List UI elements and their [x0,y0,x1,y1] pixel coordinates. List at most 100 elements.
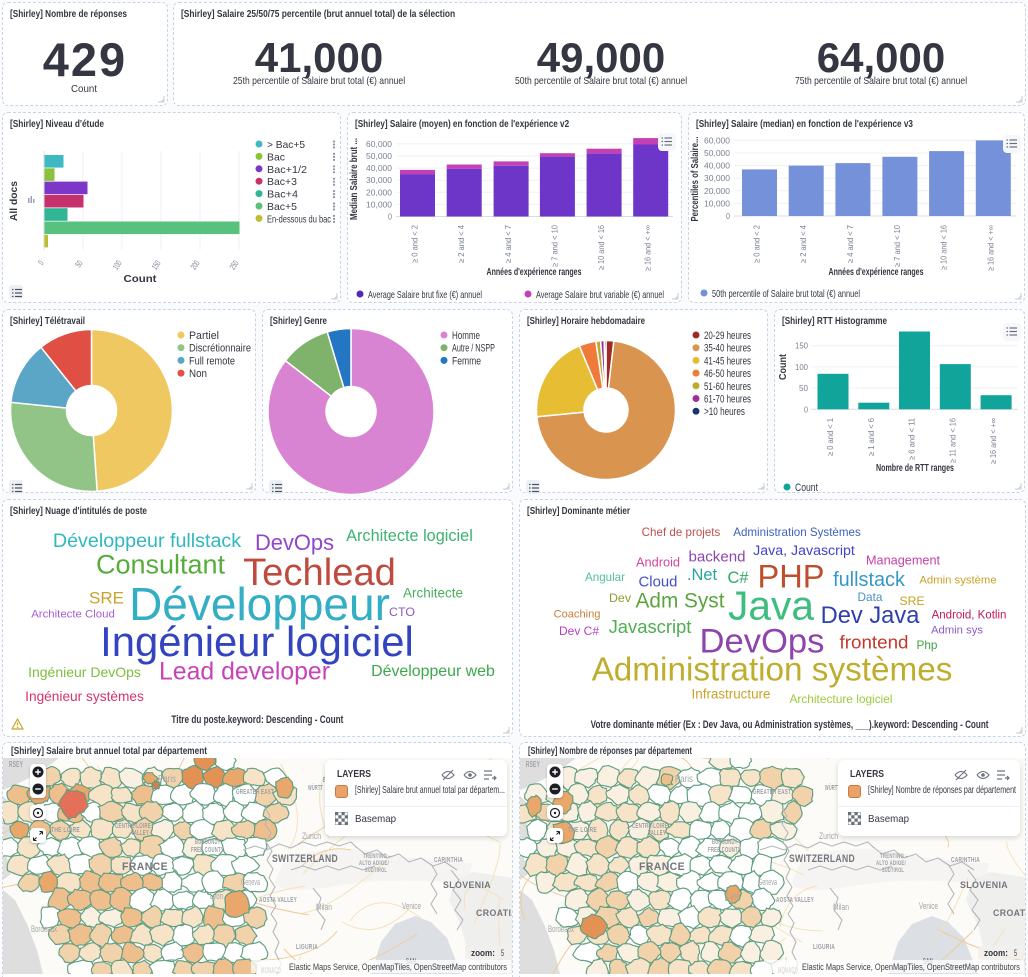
svg-text:FREE COUNTY: FREE COUNTY [708,847,741,854]
svg-text:AOSTA VALLEY: AOSTA VALLEY [259,895,297,904]
svg-text:≥ 4 and < 7: ≥ 4 and < 7 [503,225,513,263]
svg-text:50: 50 [73,258,85,269]
svg-text:≥ 7 and < 10: ≥ 7 and < 10 [549,225,559,267]
svg-text:VALLEY: VALLEY [648,830,666,837]
svg-text:>10 heures: >10 heures [704,406,745,418]
svg-text:≥ 6 and < 11: ≥ 6 and < 11 [907,418,917,460]
svg-text:20,000: 20,000 [704,186,730,196]
svg-text:61-70 heures: 61-70 heures [704,394,751,406]
svg-text:Basemap: Basemap [868,813,909,825]
svg-text:≥ 0 and < 1: ≥ 0 and < 1 [825,418,835,456]
svg-text:≥ 16 and < +∞: ≥ 16 and < +∞ [988,418,998,464]
svg-text:GREATER EAST: GREATER EAST [753,787,791,796]
svg-text:Milan: Milan [316,902,332,912]
svg-text:FRANCE: FRANCE [639,861,685,873]
svg-text:51-60 heures: 51-60 heures [704,381,751,393]
svg-text:Paris: Paris [158,774,176,785]
svg-text:Percentiles of Salaire...: Percentiles of Salaire... [689,136,701,221]
svg-text:SWITZERLAND: SWITZERLAND [272,853,338,865]
svg-text:≥ 1 and < 6: ≥ 1 and < 6 [866,418,876,456]
svg-text:0: 0 [36,258,46,266]
svg-text:≥ 0 and < 2: ≥ 0 and < 2 [752,225,762,263]
svg-text:SLOVENIA: SLOVENIA [443,880,491,891]
svg-text:LIGURIA: LIGURIA [296,942,318,951]
svg-text:[Shirley] Nombre de réponses p: [Shirley] Nombre de réponses par départe… [528,745,692,757]
svg-text:zoom:: zoom: [984,948,1008,958]
svg-text:Années d'expérience ranges: Années d'expérience ranges [487,266,582,278]
svg-text:≥ 10 and < 16: ≥ 10 and < 16 [596,225,606,270]
svg-text:10,000: 10,000 [704,198,730,208]
svg-text:TRENTINO –: TRENTINO – [363,853,391,860]
svg-text:5: 5 [1014,948,1017,958]
svg-text:SLOVENIA: SLOVENIA [960,880,1008,891]
svg-text:Zurich: Zurich [819,831,838,841]
svg-text:Count: Count [777,354,789,380]
svg-text:Paris: Paris [675,774,693,785]
svg-text:0: 0 [388,212,392,222]
svg-text:WÜRTT: WÜRTT [308,783,323,792]
svg-text:Average Salaire brut fixe (€): Average Salaire brut fixe (€) annuel [368,289,482,301]
svg-text:≥ 2 and < 4: ≥ 2 and < 4 [456,225,466,263]
svg-text:LAYERS: LAYERS [850,768,884,780]
svg-text:Elastic Maps Service, OpenMapT: Elastic Maps Service, OpenMapTiles, Open… [289,962,507,972]
svg-text:50: 50 [799,383,808,393]
svg-text:35-40 heures: 35-40 heures [704,343,751,355]
svg-text:ALTO ADIGE/: ALTO ADIGE/ [359,860,389,867]
svg-text:zoom:: zoom: [471,948,495,958]
svg-text:CENTRE-LOIRE: CENTRE-LOIRE [632,823,668,830]
svg-text:60,000: 60,000 [366,139,392,149]
svg-text:≥ 10 and < 16: ≥ 10 and < 16 [939,225,949,270]
svg-text:5: 5 [501,948,504,958]
svg-text:Années d'expérience ranges: Années d'expérience ranges [829,266,924,278]
svg-text:≥ 11 and < 16: ≥ 11 and < 16 [947,418,957,463]
svg-text:10,000: 10,000 [366,199,392,209]
svg-text:0: 0 [804,404,808,414]
svg-text:SÜDTIROL: SÜDTIROL [365,865,387,874]
svg-text:Autre / NSPP: Autre / NSPP [452,343,495,355]
svg-text:SWITZERLAND: SWITZERLAND [789,853,855,865]
svg-text:CENTRE-LOIRE: CENTRE-LOIRE [115,823,151,830]
svg-text:100: 100 [110,258,123,271]
svg-text:Elastic Maps Service, OpenMapT: Elastic Maps Service, OpenMapTiles, Open… [802,962,1020,972]
svg-text:AOSTA VALLEY: AOSTA VALLEY [776,895,814,904]
svg-text:FREE COUNTY: FREE COUNTY [191,847,224,854]
svg-text:Bac: Bac [267,151,285,163]
svg-text:TRENTINO –: TRENTINO – [880,853,908,860]
svg-text:All docs: All docs [8,181,20,221]
svg-text:20,000: 20,000 [366,187,392,197]
svg-text:Bac+3: Bac+3 [267,176,297,188]
svg-text:Milan: Milan [833,902,849,912]
svg-text:[Shirley] Nombre de réponses p: [Shirley] Nombre de réponses par départe… [868,784,1016,796]
svg-text:150: 150 [149,258,162,271]
svg-text:LAYERS: LAYERS [337,768,371,780]
svg-text:Discrétionnaire: Discrétionnaire [189,343,251,355]
svg-text:Nombre de RTT ranges: Nombre de RTT ranges [876,462,954,474]
svg-text:Lyon: Lyon [210,891,223,901]
svg-text:Femme: Femme [452,355,481,367]
svg-text:[Shirley] Salaire brut annuel: [Shirley] Salaire brut annuel total par … [355,784,505,796]
svg-text:CARINTHIA: CARINTHIA [434,855,463,864]
svg-text:Bordeaux: Bordeaux [31,924,57,934]
svg-text:THE LOIRE: THE LOIRE [568,825,597,834]
svg-text:Bordeaux: Bordeaux [548,924,574,934]
svg-text:RSEY: RSEY [9,760,23,769]
svg-text:Non: Non [189,368,207,380]
svg-text:CROATIA: CROATIA [476,908,513,919]
svg-text:40,000: 40,000 [366,163,392,173]
svg-text:Geneva: Geneva [758,877,777,887]
svg-text:LIGURIA: LIGURIA [813,942,835,951]
svg-text:ALTO ADIGE/: ALTO ADIGE/ [876,860,906,867]
svg-text:Bac+4: Bac+4 [267,189,298,201]
svg-text:≥ 0 and < 2: ≥ 0 and < 2 [410,225,420,263]
svg-text:Average Salaire brut variable: Average Salaire brut variable (€) annuel [536,289,664,301]
svg-text:60,000: 60,000 [704,135,730,145]
svg-text:≥ 16 and < +∞: ≥ 16 and < +∞ [985,225,995,271]
svg-text:50th percentile of Salaire bru: 50th percentile of Salaire brut total (€… [712,288,860,300]
svg-text:[Shirley] Salaire brut annuel: [Shirley] Salaire brut annuel total par … [11,745,207,757]
svg-text:BURGUNDY-: BURGUNDY- [195,839,222,846]
svg-text:30,000: 30,000 [366,175,392,185]
svg-text:THE LOIRE: THE LOIRE [51,825,80,834]
svg-text:≥ 16 and < +∞: ≥ 16 and < +∞ [643,225,653,271]
svg-text:50,000: 50,000 [366,151,392,161]
svg-text:BURGUNDY-: BURGUNDY- [712,839,739,846]
